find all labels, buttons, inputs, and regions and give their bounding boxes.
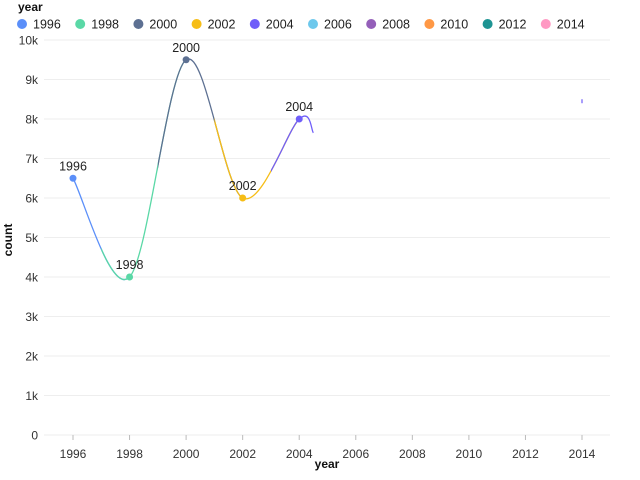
- legend-label: 2010: [440, 18, 468, 32]
- y-tick-label: 8k: [25, 113, 39, 127]
- series-segment: [157, 59, 187, 170]
- y-tick-label: 3k: [25, 310, 39, 324]
- x-tick-label: 2010: [456, 447, 483, 461]
- legend-swatch: [17, 19, 27, 29]
- legend-label: 2012: [499, 18, 527, 32]
- y-tick-label: 4k: [25, 271, 39, 285]
- data-point: [239, 194, 247, 202]
- data-label: 1996: [59, 159, 87, 173]
- legend-swatch: [482, 19, 493, 29]
- legend: year 1996 1998 2000 2002 2004 2006 2008 2010 201…: [17, 0, 585, 32]
- series-segment: [214, 117, 244, 199]
- x-tick-label: 2002: [229, 447, 256, 461]
- y-tick-label: 0: [31, 429, 38, 443]
- legend-label: 2000: [149, 18, 177, 32]
- legend-swatch: [308, 19, 318, 29]
- y-tick-label: 6k: [25, 192, 39, 206]
- y-tick-label: 9k: [25, 73, 39, 87]
- x-tick-label: 1998: [116, 447, 143, 461]
- legend-item-2008: 2008: [366, 18, 410, 32]
- legend-item-2002: 2002: [191, 18, 236, 32]
- y-tick-label: 5k: [25, 231, 39, 245]
- x-tick-label: 2012: [512, 447, 539, 461]
- x-axis-title: year: [315, 457, 340, 471]
- legend-item-2000: 2000: [133, 18, 177, 32]
- y-tick-label: 1k: [25, 389, 39, 403]
- gridlines: [44, 39, 610, 436]
- x-tick-label: 2004: [286, 447, 313, 461]
- legend-label: 2014: [557, 18, 585, 32]
- x-tick-label: 2006: [342, 447, 369, 461]
- legend-item-1996: 1996: [17, 18, 61, 32]
- legend-item-2004: 2004: [249, 18, 294, 32]
- legend-label: 2006: [324, 18, 352, 32]
- y-tick-label: 7k: [25, 152, 39, 166]
- series-segment: [101, 247, 131, 281]
- legend-item-2014: 2014: [540, 18, 585, 32]
- legend-swatch: [75, 19, 86, 29]
- x-tick-label: 2008: [399, 447, 426, 461]
- legend-swatch: [249, 19, 260, 29]
- legend-item-2006: 2006: [308, 18, 352, 32]
- data-label: 2002: [229, 179, 257, 193]
- legend-swatch: [424, 19, 435, 29]
- data-label: 1998: [116, 258, 144, 272]
- legend-label: 2008: [382, 18, 410, 32]
- data-point: [182, 56, 190, 64]
- legend-item-2010: 2010: [424, 18, 468, 32]
- legend-label: 2004: [266, 18, 294, 32]
- data-point: [126, 273, 134, 281]
- data-points: 1996 1998 2000 2002 2004: [59, 41, 313, 281]
- legend-label: 1996: [33, 18, 61, 32]
- legend-swatch: [133, 19, 144, 29]
- x-axis: 1996 1998 2000 2002 2004 2006 2008 2010 2012 2014: [60, 435, 596, 461]
- series-lines: [72, 58, 583, 281]
- y-axis-title: count: [1, 224, 15, 257]
- legend-item-1998: 1998: [75, 18, 119, 32]
- x-tick-label: 2014: [569, 447, 596, 461]
- legend-swatch: [540, 19, 551, 29]
- legend-swatch: [191, 19, 202, 29]
- legend-item-2012: 2012: [482, 18, 527, 32]
- data-label: 2004: [285, 100, 313, 114]
- legend-title: year: [18, 0, 43, 14]
- y-tick-label: 10k: [19, 34, 39, 48]
- data-point: [69, 174, 77, 182]
- legend-label: 1998: [91, 18, 119, 32]
- series-segment: [270, 118, 300, 173]
- x-tick-label: 2000: [173, 447, 200, 461]
- data-point: [295, 115, 303, 123]
- x-tick-label: 1996: [60, 447, 87, 461]
- y-tick-label: 2k: [25, 350, 39, 364]
- data-label: 2000: [172, 41, 200, 55]
- legend-swatch: [366, 19, 377, 29]
- legend-label: 2002: [208, 18, 236, 32]
- y-axis: 0 1k 2k 3k 4k 5k 6k 7k 8k 9k 10k: [19, 34, 39, 443]
